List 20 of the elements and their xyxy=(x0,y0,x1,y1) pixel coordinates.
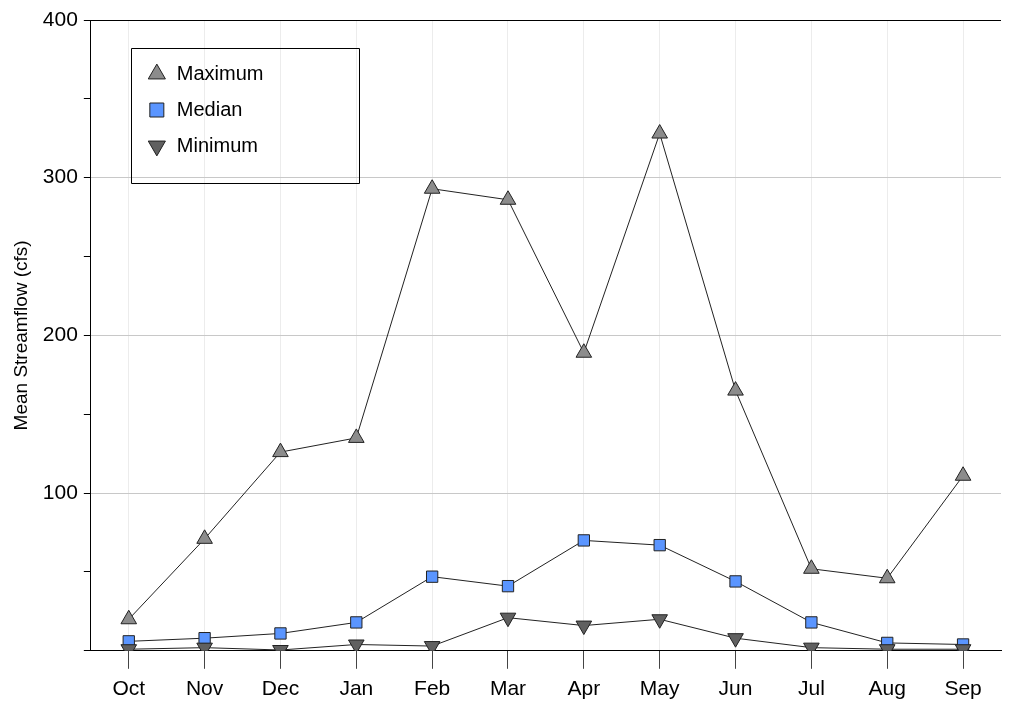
x-tick-label: Nov xyxy=(185,676,224,700)
legend-label: Maximum xyxy=(176,61,264,84)
x-tick-label: Feb xyxy=(414,676,451,700)
x-tick-label: Jun xyxy=(718,676,753,700)
y-tick-label: 200 xyxy=(42,322,78,346)
x-tick-label: Dec xyxy=(261,676,300,700)
legend-label: Minimum xyxy=(176,133,258,156)
x-tick-label: Jan xyxy=(339,676,374,700)
x-tick-label: Oct xyxy=(112,676,146,700)
x-tick-label: Sep xyxy=(944,676,982,700)
x-tick-label: Apr xyxy=(567,676,601,700)
legend-label: Median xyxy=(176,97,243,120)
x-tick-label: Mar xyxy=(489,676,527,700)
y-tick-label: 300 xyxy=(42,164,78,188)
y-tick-label: 400 xyxy=(42,6,78,30)
y-tick-label: 100 xyxy=(42,479,78,503)
x-tick-label: Aug xyxy=(868,676,906,700)
x-tick-label: Jul xyxy=(797,676,825,700)
x-tick-label: May xyxy=(639,676,681,700)
y-axis-title: Mean Streamflow (cfs) xyxy=(9,240,31,431)
